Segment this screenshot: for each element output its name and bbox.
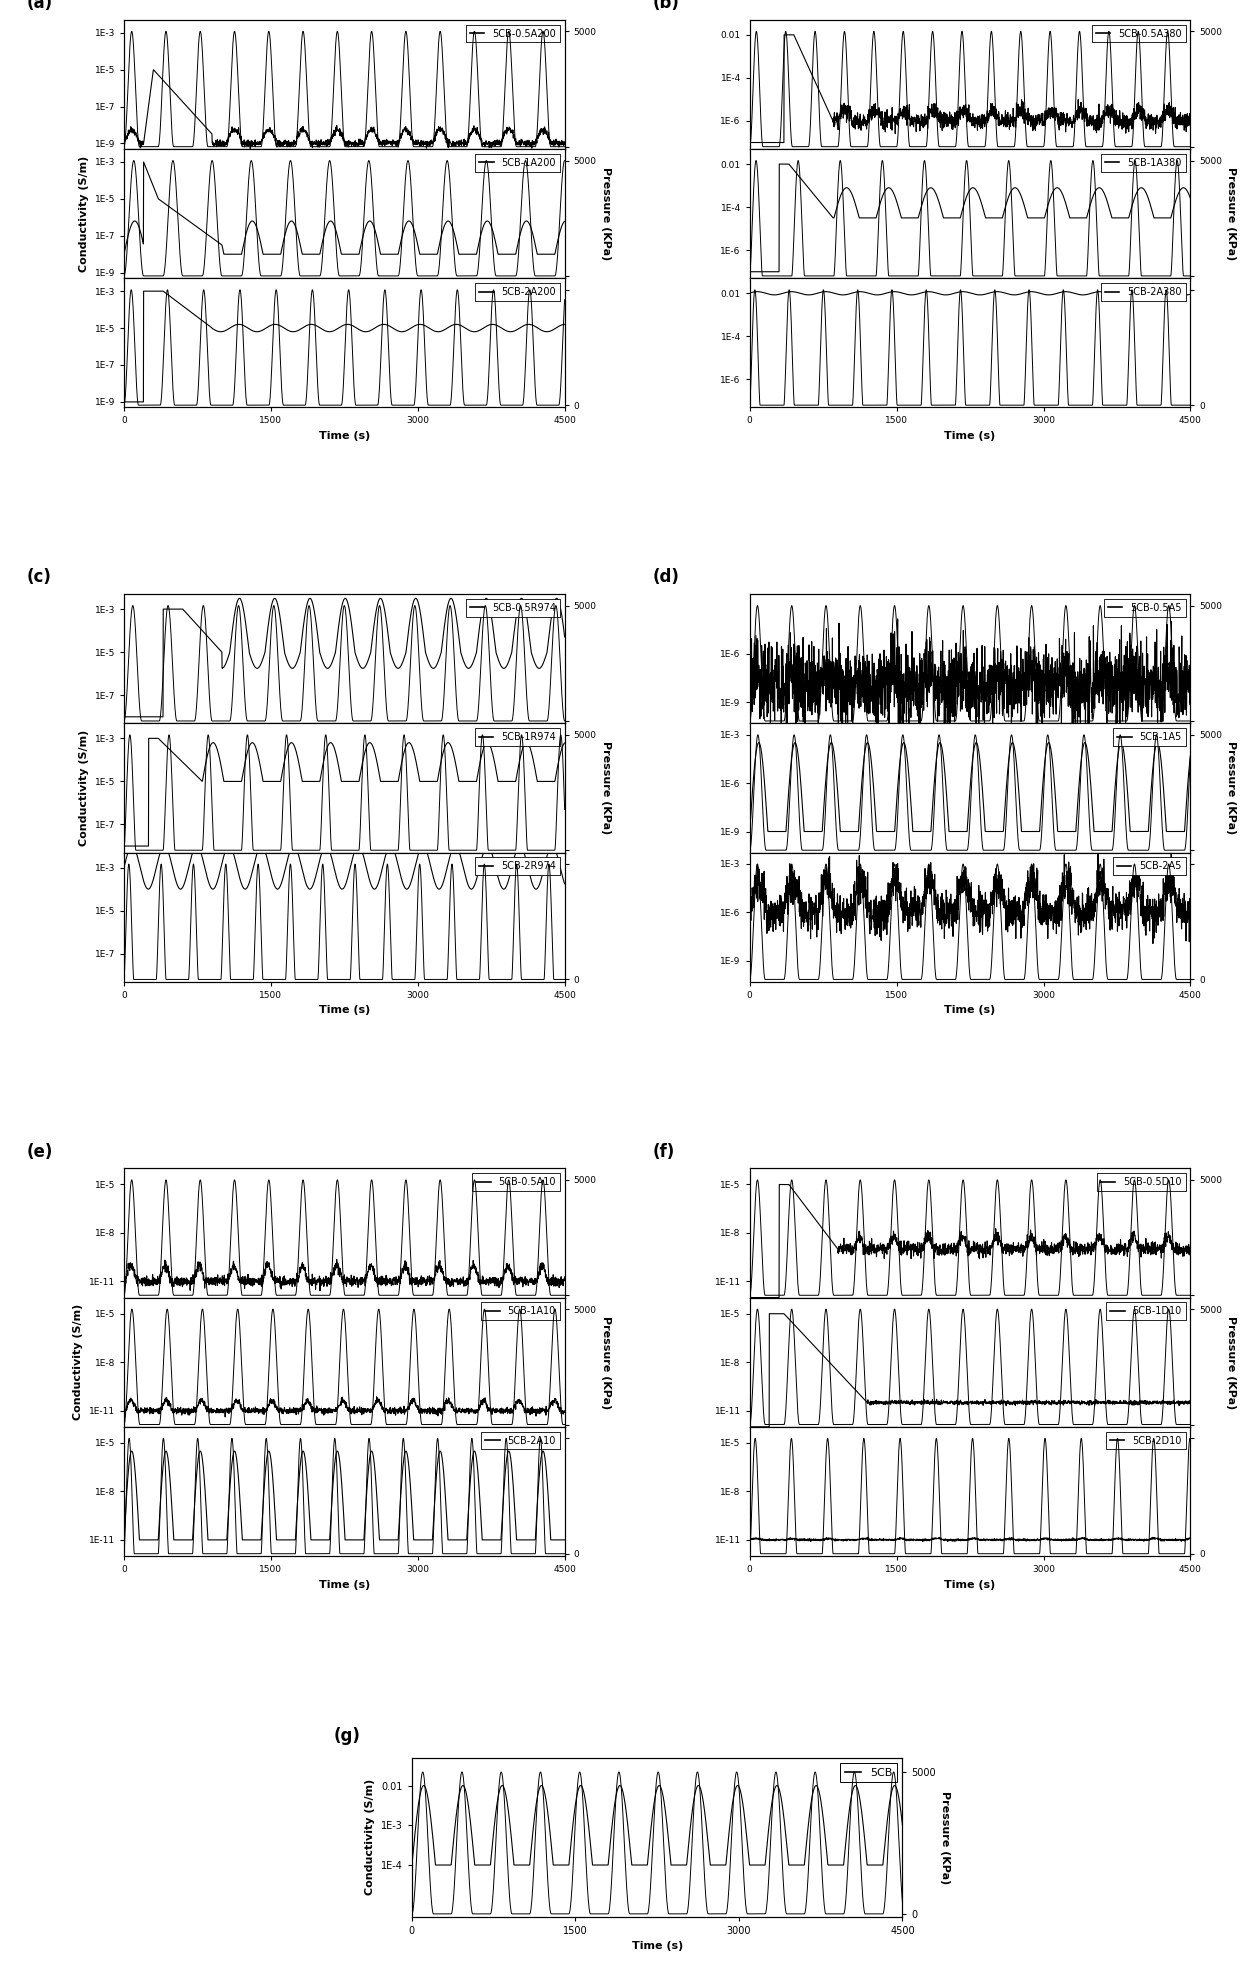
Y-axis label: Pressure (KPa): Pressure (KPa) (1226, 741, 1236, 834)
Legend: 5CB-1A10: 5CB-1A10 (481, 1302, 559, 1320)
Y-axis label: Conductivity (S/m): Conductivity (S/m) (79, 729, 89, 846)
Y-axis label: Conductivity (S/m): Conductivity (S/m) (79, 156, 89, 273)
Legend: 5CB-0.5A200: 5CB-0.5A200 (466, 24, 559, 41)
Legend: 5CB-0.5D10: 5CB-0.5D10 (1097, 1174, 1185, 1192)
Text: (d): (d) (652, 569, 680, 587)
Text: (f): (f) (652, 1142, 675, 1160)
Text: (e): (e) (27, 1142, 53, 1160)
Text: (a): (a) (27, 0, 53, 12)
Y-axis label: Pressure (KPa): Pressure (KPa) (600, 741, 610, 834)
Legend: 5CB-1D10: 5CB-1D10 (1106, 1302, 1185, 1320)
Text: (g): (g) (334, 1727, 361, 1745)
X-axis label: Time (s): Time (s) (631, 1940, 683, 1952)
Legend: 5CB-2A380: 5CB-2A380 (1101, 283, 1185, 300)
X-axis label: Time (s): Time (s) (945, 1006, 996, 1016)
Legend: 5CB-1A200: 5CB-1A200 (475, 154, 559, 172)
Legend: 5CB-0.5R974: 5CB-0.5R974 (466, 599, 559, 617)
Y-axis label: Pressure (KPa): Pressure (KPa) (1226, 168, 1236, 261)
Legend: 5CB-1R974: 5CB-1R974 (475, 727, 559, 745)
Y-axis label: Pressure (KPa): Pressure (KPa) (600, 168, 610, 261)
Legend: 5CB-1A380: 5CB-1A380 (1101, 154, 1185, 172)
X-axis label: Time (s): Time (s) (945, 1579, 996, 1589)
Y-axis label: Conductivity (S/m): Conductivity (S/m) (366, 1778, 376, 1895)
Legend: 5CB-0.5A10: 5CB-0.5A10 (472, 1174, 559, 1192)
Legend: 5CB: 5CB (839, 1763, 897, 1782)
Legend: 5CB-2A5: 5CB-2A5 (1114, 858, 1185, 875)
Y-axis label: Conductivity (S/m): Conductivity (S/m) (73, 1304, 83, 1421)
Y-axis label: Pressure (KPa): Pressure (KPa) (940, 1790, 950, 1883)
Text: (c): (c) (27, 569, 52, 587)
Text: (b): (b) (652, 0, 680, 12)
Legend: 5CB-1A5: 5CB-1A5 (1114, 727, 1185, 745)
Y-axis label: Pressure (KPa): Pressure (KPa) (1226, 1316, 1236, 1409)
X-axis label: Time (s): Time (s) (319, 1006, 370, 1016)
Legend: 5CB-0.5A380: 5CB-0.5A380 (1091, 24, 1185, 41)
Legend: 5CB-2D10: 5CB-2D10 (1106, 1433, 1185, 1450)
Legend: 5CB-2A10: 5CB-2A10 (481, 1433, 559, 1450)
Y-axis label: Pressure (KPa): Pressure (KPa) (600, 1316, 610, 1409)
Legend: 5CB-2R974: 5CB-2R974 (475, 858, 559, 875)
Legend: 5CB-2A200: 5CB-2A200 (475, 283, 559, 300)
X-axis label: Time (s): Time (s) (945, 431, 996, 441)
Legend: 5CB-0.5A5: 5CB-0.5A5 (1104, 599, 1185, 617)
X-axis label: Time (s): Time (s) (319, 431, 370, 441)
X-axis label: Time (s): Time (s) (319, 1579, 370, 1589)
